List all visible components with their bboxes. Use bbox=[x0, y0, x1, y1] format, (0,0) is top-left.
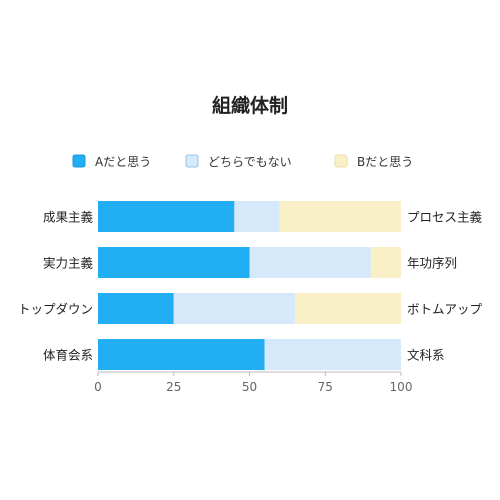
legend-item[interactable]: Bだと思う bbox=[334, 154, 413, 169]
bar-segment bbox=[98, 201, 235, 232]
legend-item[interactable]: どちらでもない bbox=[185, 154, 292, 169]
bar-segment bbox=[294, 293, 401, 324]
x-tick-label: 75 bbox=[318, 380, 333, 394]
chart-title: 組織体制 bbox=[212, 94, 288, 117]
category-label: 体育会系 bbox=[43, 348, 93, 363]
legend-swatch bbox=[334, 154, 348, 168]
opposite-category-label: 文科系 bbox=[407, 348, 445, 363]
legend-label: Bだと思う bbox=[357, 155, 413, 169]
category-label: 実力主義 bbox=[43, 256, 94, 271]
bar-segment bbox=[264, 339, 401, 370]
category-label: トップダウン bbox=[18, 302, 93, 317]
opposite-category-label: ボトムアップ bbox=[407, 302, 483, 317]
legend-swatch bbox=[185, 154, 199, 168]
legend-label: どちらでもない bbox=[208, 155, 292, 169]
category-label: 成果主義 bbox=[43, 210, 94, 225]
x-axis: 0 25 50 75 100 bbox=[94, 371, 413, 394]
bar-segment bbox=[98, 339, 265, 370]
x-tick-label: 25 bbox=[166, 380, 181, 394]
bar-segment bbox=[249, 247, 371, 278]
opposite-category-label: 年功序列 bbox=[407, 256, 457, 271]
legend-swatch bbox=[72, 154, 86, 168]
x-tick-label: 50 bbox=[242, 380, 257, 394]
x-tick-label: 0 bbox=[94, 380, 102, 394]
bar-segment bbox=[173, 293, 295, 324]
bars bbox=[98, 201, 401, 370]
bar-segment bbox=[98, 293, 174, 324]
legend-label: Aだと思う bbox=[95, 155, 151, 169]
bar-segment bbox=[98, 247, 250, 278]
bar-segment bbox=[234, 201, 280, 232]
x-tick-label: 100 bbox=[390, 380, 413, 394]
legend: Aだと思う どちらでもない Bだと思う bbox=[72, 154, 413, 169]
bar-segment bbox=[370, 247, 401, 278]
opposite-category-label: プロセス主義 bbox=[407, 210, 483, 225]
legend-item[interactable]: Aだと思う bbox=[72, 154, 151, 169]
bar-segment bbox=[279, 201, 401, 232]
